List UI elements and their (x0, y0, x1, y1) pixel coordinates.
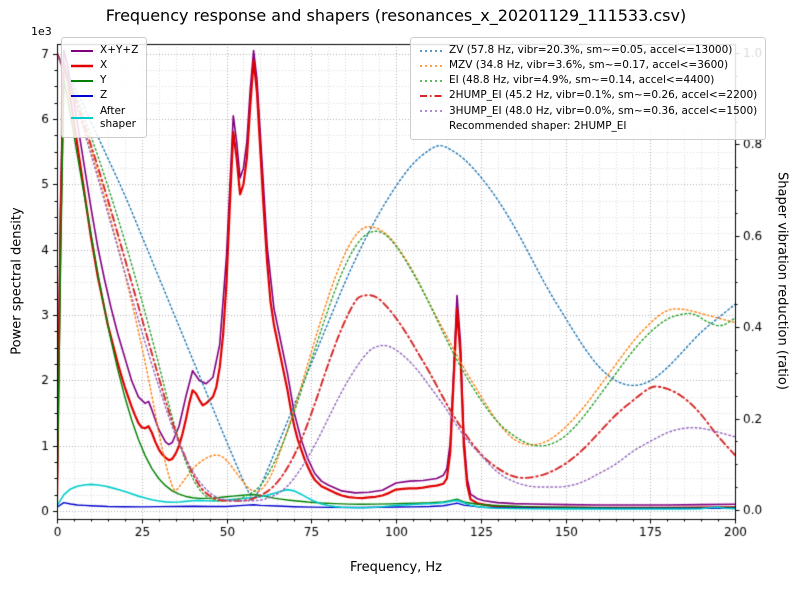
legend-label: MZV (34.8 Hz, vibr=3.6%, sm~=0.17, accel… (449, 59, 729, 72)
legend-label: X+Y+Z (100, 44, 139, 56)
legend-label: Z (100, 89, 108, 102)
legend-psd: X+Y+Z X Y Z After shaper (61, 37, 148, 138)
y-axis-label-left: Power spectral density (9, 207, 25, 355)
legend-item: Z (70, 89, 138, 102)
legend-line-swatch (420, 49, 442, 52)
y-axis-label-right: Shaper vibration reduction (ratio) (774, 172, 790, 390)
chart-title: Frequency response and shapers (resonanc… (105, 6, 687, 25)
legend-line-swatch (420, 64, 442, 67)
y-axis-offset-text: 1e3 (31, 25, 52, 38)
x-axis-label: Frequency, Hz (349, 560, 443, 575)
legend-line-swatch (71, 79, 93, 82)
legend-item: X+Y+Z (70, 44, 138, 57)
legend-label: EI (48.8 Hz, vibr=4.9%, sm~=0.14, accel<… (449, 74, 715, 87)
legend-label: After shaper (100, 104, 137, 130)
legend-note: Recommended shaper: 2HUMP_EI (449, 119, 627, 132)
legend-label: ZV (57.8 Hz, vibr=20.3%, sm~=0.05, accel… (449, 44, 733, 56)
legend-line-swatch (71, 94, 93, 97)
legend-line-swatch (420, 94, 442, 97)
legend-item: After shaper (70, 105, 138, 131)
legend-item: 2HUMP_EI (45.2 Hz, vibr=0.1%, sm~=0.26, … (419, 89, 757, 102)
legend-label: 3HUMP_EI (48.0 Hz, vibr=0.0%, sm~=0.36, … (449, 104, 758, 117)
legend-line-swatch (420, 80, 442, 82)
legend-label: Y (100, 74, 107, 87)
legend-item: 3HUMP_EI (48.0 Hz, vibr=0.0%, sm~=0.36, … (419, 105, 757, 118)
legend-line-swatch (71, 49, 93, 52)
legend-label: 2HUMP_EI (45.2 Hz, vibr=0.1%, sm~=0.26, … (449, 89, 758, 102)
legend-label: X (100, 59, 108, 72)
legend-item: EI (48.8 Hz, vibr=4.9%, sm~=0.14, accel<… (419, 74, 757, 87)
legend-line-swatch (420, 110, 442, 112)
legend-line-swatch (71, 64, 93, 67)
legend-item: ZV (57.8 Hz, vibr=20.3%, sm~=0.05, accel… (419, 44, 757, 57)
legend-shapers: ZV (57.8 Hz, vibr=20.3%, sm~=0.05, accel… (410, 37, 767, 140)
legend-item: Y (70, 74, 138, 87)
legend-item: MZV (34.8 Hz, vibr=3.6%, sm~=0.17, accel… (419, 59, 757, 72)
legend-line-swatch (71, 116, 93, 119)
legend-item: X (70, 59, 138, 72)
